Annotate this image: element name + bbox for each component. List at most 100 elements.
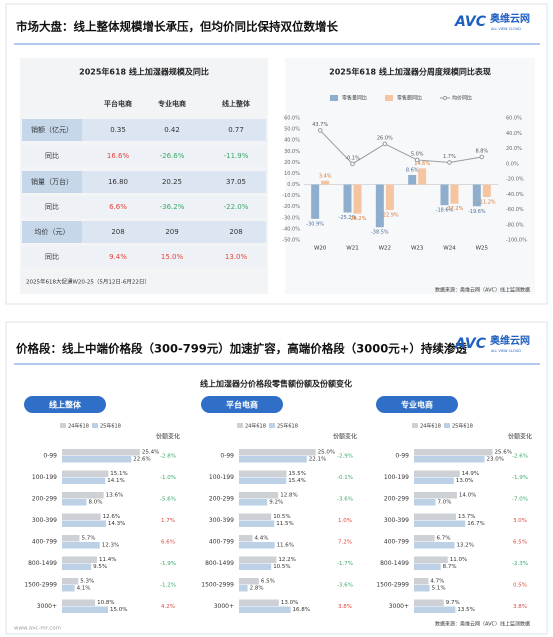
- y-tick-label: 50.0%: [284, 127, 300, 133]
- x-tick-label: W21: [346, 246, 358, 252]
- y-tick-label: 20.0%: [284, 160, 300, 166]
- table-row: [22, 171, 266, 193]
- x-tick-label: W22: [379, 246, 391, 252]
- change-label: -3.6%: [337, 497, 353, 503]
- line-marker: [350, 161, 355, 167]
- value-label: 10.5%: [273, 514, 290, 520]
- category-label: 3000+: [214, 603, 234, 610]
- category-label: 1500-2999: [24, 582, 57, 589]
- value-label: -22.9%: [381, 212, 399, 218]
- value-label: 11.4%: [99, 557, 116, 563]
- value-label: 14.1%: [107, 478, 124, 484]
- bar: [62, 499, 87, 506]
- value-label: 15.0%: [110, 607, 127, 613]
- bar: [414, 578, 429, 585]
- bar: [62, 542, 100, 549]
- table-cell: 15.0%: [161, 253, 184, 261]
- value-label: 7.0%: [437, 500, 451, 506]
- y2-tick-label: -40.0%: [506, 192, 524, 198]
- bar: [414, 599, 444, 606]
- table-cell: -36.2%: [160, 203, 185, 211]
- table-note: 2025年618大促通W20-25（5月12日-6月22日）: [26, 278, 150, 286]
- bar: [385, 184, 394, 210]
- subtitle: 线上加湿器分价格段零售额份额及份额变化: [200, 379, 352, 389]
- bar: [239, 449, 316, 456]
- bar: [62, 556, 97, 563]
- bar: [62, 513, 101, 520]
- table-cell: 0.42: [164, 126, 180, 134]
- category-label: 300-399: [384, 517, 409, 524]
- value-label: 8.8%: [475, 149, 488, 155]
- bar: [414, 556, 448, 563]
- value-label: 5.1%: [432, 586, 446, 592]
- change-label: 6.6%: [161, 540, 175, 546]
- value-label: 25.4%: [142, 450, 159, 456]
- change-label: -5.6%: [160, 497, 176, 503]
- category-label: 3000+: [37, 603, 57, 610]
- table-cell: -22.0%: [224, 203, 249, 211]
- bar: [239, 606, 291, 613]
- legend-label: 24年618: [245, 423, 266, 430]
- row-label-cell: [22, 221, 82, 243]
- table-cell: -26.6%: [160, 152, 185, 160]
- bar: [239, 578, 259, 585]
- table-cell: -11.9%: [224, 152, 249, 160]
- change-label: -0.1%: [337, 475, 353, 481]
- y2-tick-label: 20.0%: [506, 146, 522, 152]
- legend-swatch: [237, 423, 243, 428]
- table-cell: 20.25: [162, 178, 182, 186]
- change-label: -2.6%: [512, 454, 528, 460]
- row-label: 销量（万台）: [31, 177, 73, 186]
- value-label: 22.6%: [133, 457, 150, 463]
- value-label: 14.9%: [462, 471, 479, 477]
- change-label: -1.0%: [160, 475, 176, 481]
- bar: [62, 477, 106, 484]
- change-label: -1.9%: [160, 561, 176, 567]
- value-label: -18.6%: [436, 208, 454, 214]
- change-label: 7.2%: [338, 540, 352, 546]
- change-label: 3.8%: [338, 604, 352, 610]
- y2-tick-label: 0.0%: [506, 161, 519, 167]
- change-header: 份额变化: [333, 433, 357, 441]
- row-label-cell: [22, 171, 82, 193]
- table-cell: 209: [165, 228, 178, 236]
- y-tick-label: 60.0%: [284, 116, 300, 122]
- bar: [239, 456, 307, 463]
- bar: [62, 492, 104, 499]
- value-label: 11.6%: [277, 543, 294, 549]
- category-label: 100-199: [384, 474, 409, 481]
- bar: [62, 470, 109, 477]
- value-label: 22.1%: [309, 457, 326, 463]
- bar: [472, 184, 481, 207]
- table-cell: 208: [111, 228, 124, 236]
- category-label: 0-99: [395, 453, 409, 460]
- value-label: 12.8%: [280, 493, 297, 499]
- bar: [62, 563, 92, 570]
- value-label: -25.2%: [339, 215, 357, 221]
- value-label: 11.0%: [450, 557, 467, 563]
- y-tick-label: -10.0%: [282, 193, 300, 199]
- value-label: 26.0%: [377, 135, 393, 141]
- bar: [239, 520, 275, 527]
- logo-sub: ALL VIEW CLOUD: [491, 27, 521, 31]
- legend-label: 24年618: [68, 423, 89, 430]
- category-label: 100-199: [209, 474, 234, 481]
- value-label: 15.4%: [288, 478, 305, 484]
- value-label: 10.5%: [273, 564, 290, 570]
- value-label: 6.5%: [261, 579, 275, 585]
- category-label: 800-1499: [28, 560, 57, 567]
- value-label: 5.3%: [80, 579, 94, 585]
- bar: [62, 535, 80, 542]
- change-label: 1.7%: [161, 518, 175, 524]
- value-label: 13.0%: [281, 600, 298, 606]
- category-label: 0-99: [43, 453, 57, 460]
- y2-tick-label: 40.0%: [506, 131, 522, 137]
- bar: [311, 184, 320, 219]
- y-tick-label: -30.0%: [282, 215, 300, 221]
- logo-mark: AVC: [454, 336, 487, 352]
- row-label: 同比: [45, 202, 59, 211]
- category-label: 100-199: [32, 474, 57, 481]
- value-label: 15.5%: [289, 471, 306, 477]
- table-cell: 208: [229, 228, 242, 236]
- value-label: 13.5%: [457, 607, 474, 613]
